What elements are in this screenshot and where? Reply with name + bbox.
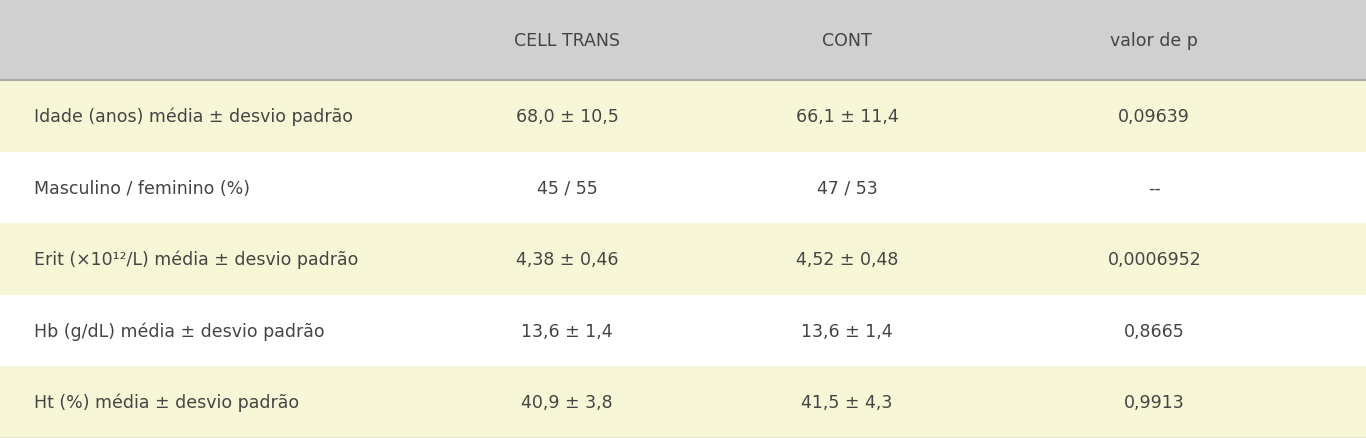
Bar <box>0 295 1366 367</box>
Text: CONT: CONT <box>822 32 872 49</box>
Text: 45 / 55: 45 / 55 <box>537 179 597 197</box>
Text: 47 / 53: 47 / 53 <box>817 179 877 197</box>
Text: Erit (×10¹²/L) média ± desvio padrão: Erit (×10¹²/L) média ± desvio padrão <box>34 250 358 269</box>
Text: 0,09639: 0,09639 <box>1119 108 1190 126</box>
Bar <box>0 81 1366 152</box>
Text: 0,9913: 0,9913 <box>1124 393 1184 411</box>
Text: Idade (anos) média ± desvio padrão: Idade (anos) média ± desvio padrão <box>34 107 354 126</box>
Text: 4,52 ± 0,48: 4,52 ± 0,48 <box>796 251 897 268</box>
Text: 41,5 ± 4,3: 41,5 ± 4,3 <box>802 393 892 411</box>
Text: Ht (%) média ± desvio padrão: Ht (%) média ± desvio padrão <box>34 393 299 412</box>
Text: valor de p: valor de p <box>1111 32 1198 49</box>
Text: CELL TRANS: CELL TRANS <box>514 32 620 49</box>
Text: 13,6 ± 1,4: 13,6 ± 1,4 <box>800 322 893 340</box>
Text: 0,8665: 0,8665 <box>1124 322 1184 340</box>
Text: --: -- <box>1147 179 1161 197</box>
Text: 68,0 ± 10,5: 68,0 ± 10,5 <box>515 108 619 126</box>
Bar <box>0 152 1366 224</box>
Text: 40,9 ± 3,8: 40,9 ± 3,8 <box>520 393 613 411</box>
Text: 0,0006952: 0,0006952 <box>1108 251 1201 268</box>
Text: Hb (g/dL) média ± desvio padrão: Hb (g/dL) média ± desvio padrão <box>34 321 325 340</box>
Text: 4,38 ± 0,46: 4,38 ± 0,46 <box>515 251 619 268</box>
Bar <box>0 0 1366 81</box>
Text: 66,1 ± 11,4: 66,1 ± 11,4 <box>795 108 899 126</box>
Bar <box>0 367 1366 438</box>
Bar <box>0 224 1366 295</box>
Text: 13,6 ± 1,4: 13,6 ± 1,4 <box>520 322 613 340</box>
Text: Masculino / feminino (%): Masculino / feminino (%) <box>34 179 250 197</box>
